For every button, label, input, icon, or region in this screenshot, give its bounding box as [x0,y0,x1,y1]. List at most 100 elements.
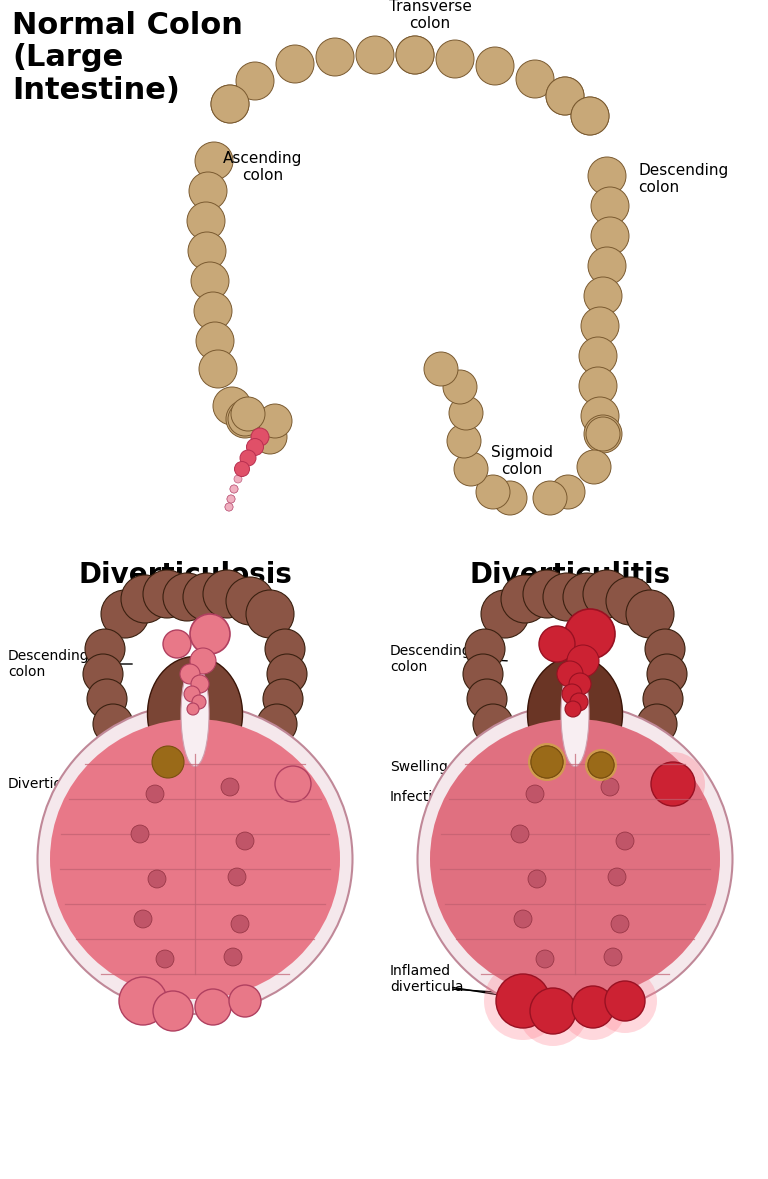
Circle shape [579,337,617,375]
Circle shape [496,974,550,1028]
Circle shape [143,569,191,618]
Circle shape [148,870,166,888]
Text: Infection: Infection [390,790,451,804]
Circle shape [518,976,588,1046]
Circle shape [588,246,626,285]
Circle shape [229,984,261,1017]
Ellipse shape [588,747,618,788]
Circle shape [275,766,311,802]
Circle shape [531,746,563,778]
Circle shape [196,322,234,360]
Text: Diverticulosis: Diverticulosis [78,561,292,590]
Text: Diverticulitis: Diverticulitis [469,561,670,590]
Circle shape [234,475,242,483]
Circle shape [641,752,705,816]
Circle shape [516,732,580,796]
Circle shape [449,396,483,430]
Circle shape [516,60,554,98]
Circle shape [583,569,631,618]
Circle shape [152,746,184,778]
Circle shape [85,630,125,668]
Ellipse shape [430,719,720,999]
Circle shape [562,684,582,704]
Circle shape [225,503,233,511]
Circle shape [530,988,576,1034]
Circle shape [187,202,225,241]
Circle shape [83,654,123,694]
Circle shape [251,428,269,446]
Circle shape [225,503,233,511]
Text: Descending
colon: Descending colon [390,644,472,674]
Circle shape [230,485,238,493]
Circle shape [87,679,127,719]
Circle shape [257,704,297,744]
Circle shape [263,679,303,719]
Circle shape [526,785,544,803]
Circle shape [276,45,314,83]
Ellipse shape [139,737,187,791]
Circle shape [551,475,585,509]
Circle shape [501,575,549,623]
Text: Descending
colon: Descending colon [8,648,90,679]
Ellipse shape [519,737,567,791]
Circle shape [637,704,677,744]
Circle shape [591,187,629,225]
Circle shape [523,569,571,618]
Circle shape [528,743,566,780]
Text: Normal Colon
(Large
Intestine): Normal Colon (Large Intestine) [12,11,243,105]
Ellipse shape [38,704,353,1014]
Circle shape [267,654,307,694]
Circle shape [447,424,481,457]
Circle shape [577,450,611,485]
Circle shape [467,679,507,719]
Ellipse shape [418,704,733,1014]
Circle shape [190,614,230,654]
Circle shape [211,85,249,123]
Circle shape [484,962,562,1040]
Circle shape [396,37,434,74]
Circle shape [586,417,620,452]
Circle shape [536,950,554,968]
Circle shape [236,832,254,850]
Circle shape [146,785,164,803]
Circle shape [591,217,629,255]
Circle shape [528,870,546,888]
Circle shape [584,277,622,315]
Circle shape [190,648,216,674]
Circle shape [203,569,251,618]
Circle shape [546,77,584,116]
Circle shape [463,654,503,694]
Circle shape [199,350,237,388]
Ellipse shape [203,742,243,792]
Circle shape [231,397,265,432]
Ellipse shape [208,747,238,788]
Circle shape [184,686,200,702]
Circle shape [626,590,674,638]
Circle shape [557,661,583,687]
Circle shape [454,452,488,486]
Circle shape [153,992,193,1030]
Circle shape [134,910,152,928]
Circle shape [228,868,246,885]
Ellipse shape [147,657,243,771]
Text: Ascending
colon: Ascending colon [223,151,303,183]
Circle shape [647,654,687,694]
Circle shape [570,693,588,711]
Circle shape [565,610,615,659]
Circle shape [180,664,200,684]
Text: Transverse
colon: Transverse colon [389,0,472,31]
Circle shape [493,481,527,515]
Circle shape [604,948,622,966]
Circle shape [476,47,514,85]
Ellipse shape [583,742,623,792]
Ellipse shape [524,742,562,786]
Circle shape [213,387,251,424]
Text: Swelling: Swelling [390,760,448,773]
Circle shape [608,868,626,885]
Circle shape [563,573,611,621]
Circle shape [156,950,174,968]
Circle shape [195,141,233,180]
Circle shape [211,85,249,123]
Circle shape [539,626,575,661]
Circle shape [581,397,619,435]
